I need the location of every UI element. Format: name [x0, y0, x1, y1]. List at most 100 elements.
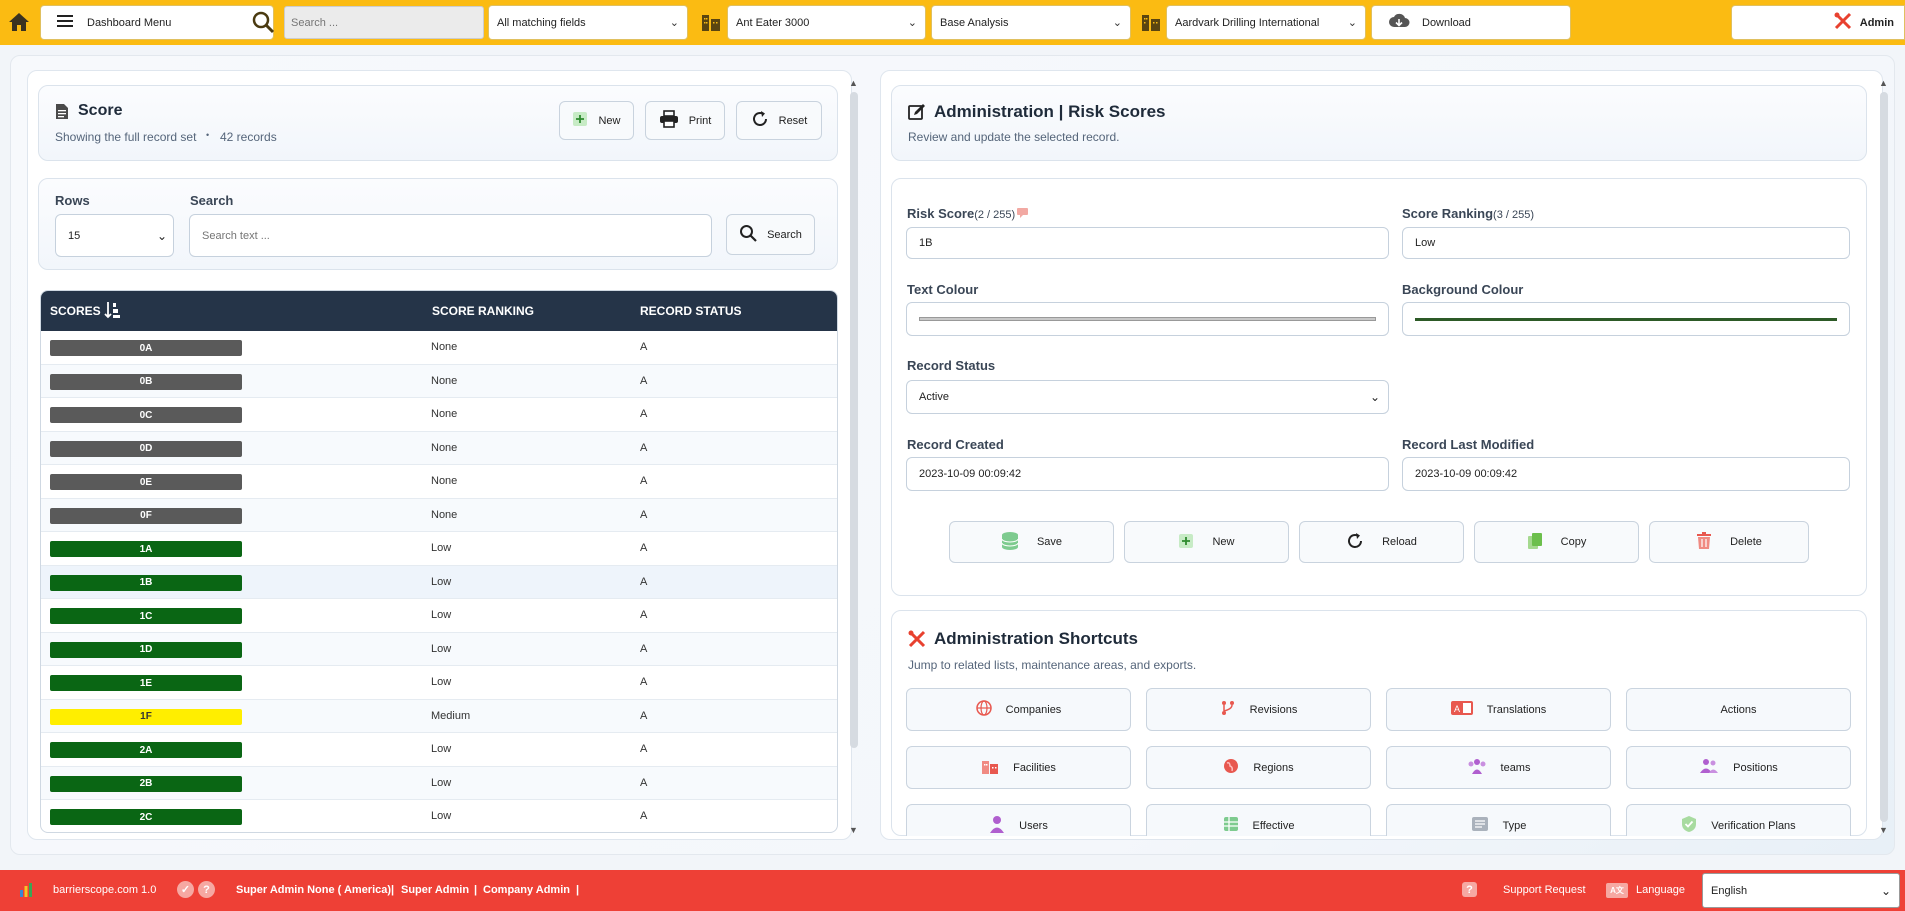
print-button[interactable]: Print [645, 101, 725, 140]
chevron-down-icon: ⌄ [156, 228, 167, 243]
users-icon [989, 815, 1005, 836]
shortcut-verification-plans[interactable]: Verification Plans [1626, 804, 1851, 836]
list-scrollbar[interactable] [850, 92, 858, 748]
score-pill: 2C [50, 809, 242, 825]
shortcut-regions[interactable]: Regions [1146, 746, 1371, 789]
table-row[interactable]: 0C None A [41, 398, 837, 432]
table-row[interactable]: 0D None A [41, 431, 837, 465]
record-created-field[interactable]: 2023-10-09 00:09:42 [906, 457, 1389, 491]
shortcut-teams[interactable]: teams [1386, 746, 1611, 789]
risk-score-input[interactable]: 1B [906, 227, 1389, 259]
company-select[interactable]: Aardvark Drilling International ⌄ [1166, 5, 1366, 40]
download-button[interactable]: Download [1371, 5, 1571, 40]
field-select[interactable]: All matching fields ⌄ [488, 5, 688, 40]
check-icon[interactable]: ✓ [177, 881, 194, 898]
score-pill: 1A [50, 541, 242, 557]
footer-role-super: Super Admin [401, 884, 470, 896]
help-icon[interactable]: ? [198, 881, 215, 898]
shortcut-actions[interactable]: Actions [1626, 688, 1851, 731]
shortcut-companies[interactable]: Companies [906, 688, 1131, 731]
save-button[interactable]: Save [949, 521, 1114, 563]
support-help-icon[interactable]: ? [1462, 882, 1477, 897]
score-pill: 0E [50, 474, 242, 490]
document-icon [55, 103, 69, 123]
record-modified-field[interactable]: 2023-10-09 00:09:42 [1402, 457, 1850, 491]
shortcut-users[interactable]: Users [906, 804, 1131, 836]
shortcut-effective[interactable]: Effective [1146, 804, 1371, 836]
copy-icon [1527, 532, 1543, 553]
record-status-cell: A [640, 810, 648, 822]
shortcut-label: Translations [1486, 703, 1547, 716]
score-ranking-cell: Low [431, 609, 452, 621]
table-row[interactable]: 1D Low A [41, 632, 837, 666]
record-status-select[interactable]: Active ⌄ [906, 380, 1389, 414]
dashboard-menu-button[interactable]: Dashboard Menu [40, 5, 274, 40]
home-icon[interactable] [6, 10, 32, 34]
form-scrollbar[interactable] [1880, 92, 1888, 822]
text-colour-picker[interactable] [906, 302, 1389, 336]
copy-button[interactable]: Copy [1474, 521, 1639, 563]
admin-user-button[interactable]: Admin [1731, 5, 1905, 40]
support-request-link[interactable]: Support Request [1503, 884, 1586, 896]
table-row[interactable]: 2A Low A [41, 733, 837, 767]
asset-select[interactable]: Ant Eater 3000 ⌄ [727, 5, 926, 40]
shortcut-translations[interactable]: A Translations [1386, 688, 1611, 731]
score-pill: 1E [50, 675, 242, 691]
company-select-value: Aardvark Drilling International [1175, 16, 1320, 29]
language-select[interactable]: English ⌄ [1702, 873, 1900, 908]
search-label: Search [190, 193, 234, 208]
score-ranking-cell: Low [431, 575, 452, 588]
print-label: Print [688, 114, 712, 127]
new-label: New [598, 114, 621, 127]
background-colour-picker[interactable] [1402, 302, 1850, 336]
scores-table: SCORES SCORE RANKING RECORD STATUS 0A Non… [40, 290, 838, 833]
record-status-cell: A [640, 642, 648, 655]
reload-button[interactable]: Reload [1299, 521, 1464, 563]
shortcut-revisions[interactable]: Revisions [1146, 688, 1371, 731]
table-row[interactable]: 0A None A [41, 331, 837, 365]
col-header-scores[interactable]: SCORES [50, 304, 101, 318]
search-icon[interactable] [250, 9, 276, 35]
score-ranking-cell: None [431, 475, 458, 487]
table-row[interactable]: 0F None A [41, 498, 837, 532]
record-created-label: Record Created [907, 437, 1004, 452]
table-row[interactable]: 1B Low A [41, 565, 837, 599]
table-row[interactable]: 2B Low A [41, 766, 837, 800]
form-new-button[interactable]: New [1124, 521, 1289, 563]
score-pill: 2A [50, 742, 242, 758]
reset-button[interactable]: Reset [736, 101, 822, 140]
chevron-down-icon: ⌄ [1369, 390, 1380, 404]
shortcut-facilities[interactable]: Facilities [906, 746, 1131, 789]
delete-button[interactable]: Delete [1649, 521, 1809, 563]
table-row[interactable]: 1F Medium A [41, 699, 837, 733]
table-row[interactable]: 1A Low A [41, 532, 837, 566]
rows-select[interactable]: 15 ⌄ [55, 214, 174, 257]
table-row[interactable]: 0B None A [41, 364, 837, 398]
shortcut-label: Verification Plans [1711, 819, 1796, 832]
revisions-icon [1220, 700, 1236, 719]
risk-score-label: Risk Score(2 / 255) [907, 206, 1016, 221]
scroll-up-icon[interactable]: ▲ [1879, 78, 1888, 88]
table-row[interactable]: 1C Low A [41, 599, 837, 633]
score-ranking-input[interactable]: Low [1402, 227, 1850, 259]
new-button[interactable]: New [559, 101, 634, 140]
col-header-ranking[interactable]: SCORE RANKING [432, 304, 535, 318]
building-icon [1140, 10, 1162, 34]
analysis-select[interactable]: Base Analysis ⌄ [931, 5, 1131, 40]
shortcut-label: Regions [1253, 761, 1294, 774]
col-header-status[interactable]: RECORD STATUS [640, 304, 742, 318]
brand-version[interactable]: barrierscope.com 1.0 [53, 884, 157, 896]
shortcut-type[interactable]: Type [1386, 804, 1611, 836]
shortcut-positions[interactable]: Positions [1626, 746, 1851, 789]
scroll-up-icon[interactable]: ▲ [849, 78, 858, 88]
list-search-input[interactable] [189, 214, 712, 257]
table-row[interactable]: 1E Low A [41, 666, 837, 700]
plus-icon [572, 111, 588, 130]
scroll-down-icon[interactable]: ▼ [849, 825, 858, 835]
scroll-down-icon[interactable]: ▼ [1879, 825, 1888, 835]
global-search-input[interactable] [284, 6, 484, 39]
table-row[interactable]: 2C Low A [41, 800, 837, 832]
sort-icon[interactable] [104, 300, 122, 323]
table-row[interactable]: 0E None A [41, 465, 837, 499]
list-search-button[interactable]: Search [726, 214, 815, 255]
